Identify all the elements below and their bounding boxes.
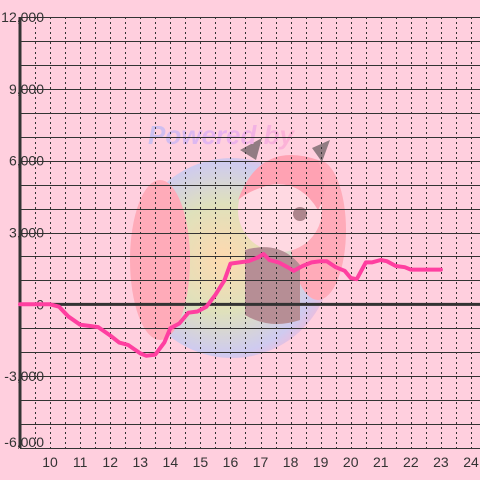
x-tick-label: 24 [463,454,479,470]
x-tick-label: 16 [223,454,239,470]
axes [18,17,480,448]
x-tick-label: 13 [132,454,148,470]
watermark-eye [293,207,307,221]
y-tick-label: 9,000 [9,81,44,97]
y-tick-label: 12,000 [1,9,44,25]
y-tick-label: -6,000 [4,434,44,450]
x-tick-label: 12 [102,454,118,470]
watermark-hair [130,180,190,340]
x-tick-label: 19 [313,454,329,470]
x-tick-label: 17 [253,454,269,470]
y-tick-label: 3,000 [9,225,44,241]
series-line [18,252,443,358]
x-tick-label: 20 [343,454,359,470]
watermark-hair [238,155,324,210]
watermark-bow [240,138,330,162]
y-tick-label: 6,000 [9,153,44,169]
x-tick-label: 15 [193,454,209,470]
series-group [18,252,443,358]
x-tick-label: 10 [42,454,58,470]
watermark-text: Powered by [148,120,295,150]
x-tick-label: 21 [373,454,389,470]
x-tick-label: 11 [73,454,88,470]
y-tick-label: -3,000 [4,368,44,384]
x-tick-label: 22 [403,454,419,470]
x-tick-label: 23 [433,454,449,470]
x-tick-label: 14 [163,454,179,470]
x-tick-label: 18 [283,454,299,470]
